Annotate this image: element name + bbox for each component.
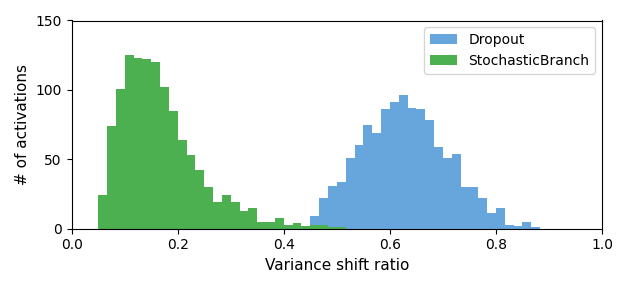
Bar xyxy=(505,225,514,229)
Bar xyxy=(257,222,266,229)
Bar xyxy=(107,126,116,229)
Bar xyxy=(169,111,178,229)
Bar xyxy=(266,222,275,229)
Bar xyxy=(319,225,328,229)
Bar xyxy=(408,108,416,229)
Bar xyxy=(452,154,460,229)
Bar xyxy=(328,186,337,229)
Bar xyxy=(425,120,434,229)
Bar xyxy=(399,95,408,229)
Bar xyxy=(310,225,319,229)
Bar xyxy=(460,187,469,229)
Bar xyxy=(187,155,195,229)
Bar xyxy=(204,187,213,229)
X-axis label: Variance shift ratio: Variance shift ratio xyxy=(264,258,409,273)
Bar xyxy=(213,202,222,229)
Y-axis label: # of activations: # of activations xyxy=(15,64,30,185)
Bar xyxy=(337,181,345,229)
Bar xyxy=(125,55,134,229)
Bar xyxy=(390,103,399,229)
Bar xyxy=(301,226,310,229)
Bar xyxy=(434,147,443,229)
Bar xyxy=(222,195,230,229)
Bar xyxy=(319,198,328,229)
Bar xyxy=(293,223,301,229)
Bar xyxy=(195,170,204,229)
Bar xyxy=(354,145,364,229)
Bar xyxy=(240,211,249,229)
Bar xyxy=(372,133,381,229)
Legend: Dropout, StochasticBranch: Dropout, StochasticBranch xyxy=(424,27,595,73)
Bar xyxy=(443,158,452,229)
Bar xyxy=(134,58,143,229)
Bar xyxy=(381,109,390,229)
Bar xyxy=(284,225,293,229)
Bar xyxy=(496,208,505,229)
Bar xyxy=(487,213,496,229)
Bar xyxy=(479,198,487,229)
Bar xyxy=(364,125,372,229)
Bar xyxy=(522,222,531,229)
Bar xyxy=(178,140,187,229)
Bar xyxy=(249,208,257,229)
Bar xyxy=(310,216,319,229)
Bar xyxy=(143,59,151,229)
Bar xyxy=(160,87,169,229)
Bar xyxy=(469,187,479,229)
Bar xyxy=(337,227,345,229)
Bar xyxy=(328,227,337,229)
Bar xyxy=(514,226,522,229)
Bar xyxy=(531,227,540,229)
Bar xyxy=(416,109,425,229)
Bar xyxy=(345,158,354,229)
Bar xyxy=(275,218,284,229)
Bar xyxy=(98,195,107,229)
Bar xyxy=(151,62,160,229)
Bar xyxy=(230,202,240,229)
Bar xyxy=(116,88,125,229)
